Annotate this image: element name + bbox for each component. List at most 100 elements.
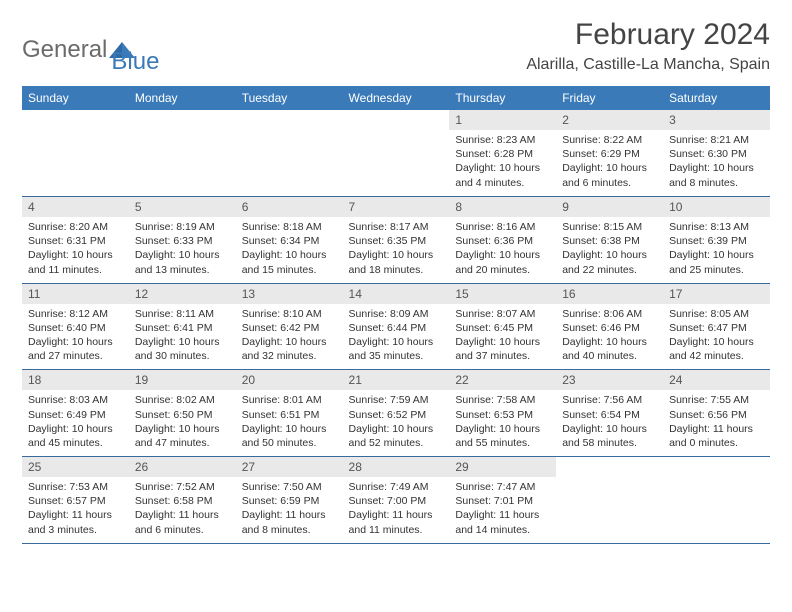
- daylight-line1: Daylight: 10 hours: [135, 335, 230, 349]
- day-cell: 20Sunrise: 8:01 AMSunset: 6:51 PMDayligh…: [236, 370, 343, 457]
- day-cell: [556, 457, 663, 544]
- sunset-line: Sunset: 6:53 PM: [455, 408, 550, 422]
- sunset-line: Sunset: 6:44 PM: [349, 321, 444, 335]
- daylight-line1: Daylight: 10 hours: [455, 161, 550, 175]
- day-cell: 22Sunrise: 7:58 AMSunset: 6:53 PMDayligh…: [449, 370, 556, 457]
- daylight-line1: Daylight: 10 hours: [28, 248, 123, 262]
- day-number: 16: [556, 284, 663, 304]
- daylight-line1: Daylight: 10 hours: [455, 335, 550, 349]
- sunrise-line: Sunrise: 8:17 AM: [349, 220, 444, 234]
- sunset-line: Sunset: 6:58 PM: [135, 494, 230, 508]
- logo: General Blue: [22, 24, 159, 76]
- daylight-line2: and 40 minutes.: [562, 349, 657, 363]
- daylight-line1: Daylight: 11 hours: [349, 508, 444, 522]
- week-row: 25Sunrise: 7:53 AMSunset: 6:57 PMDayligh…: [22, 457, 770, 544]
- daylight-line2: and 14 minutes.: [455, 523, 550, 537]
- day-cell: 28Sunrise: 7:49 AMSunset: 7:00 PMDayligh…: [343, 457, 450, 544]
- day-cell: 5Sunrise: 8:19 AMSunset: 6:33 PMDaylight…: [129, 197, 236, 284]
- day-cell: [663, 457, 770, 544]
- sunset-line: Sunset: 6:28 PM: [455, 147, 550, 161]
- sunrise-line: Sunrise: 8:03 AM: [28, 393, 123, 407]
- daylight-line2: and 11 minutes.: [349, 523, 444, 537]
- daylight-line2: and 58 minutes.: [562, 436, 657, 450]
- sunset-line: Sunset: 6:38 PM: [562, 234, 657, 248]
- day-number: 11: [22, 284, 129, 304]
- day-number: 27: [236, 457, 343, 477]
- sunrise-line: Sunrise: 8:16 AM: [455, 220, 550, 234]
- sunset-line: Sunset: 6:42 PM: [242, 321, 337, 335]
- sunrise-line: Sunrise: 8:22 AM: [562, 133, 657, 147]
- sunrise-line: Sunrise: 7:59 AM: [349, 393, 444, 407]
- sunrise-line: Sunrise: 7:58 AM: [455, 393, 550, 407]
- daylight-line2: and 42 minutes.: [669, 349, 764, 363]
- sunrise-line: Sunrise: 7:49 AM: [349, 480, 444, 494]
- sunrise-line: Sunrise: 8:10 AM: [242, 307, 337, 321]
- sunset-line: Sunset: 7:00 PM: [349, 494, 444, 508]
- sunset-line: Sunset: 6:35 PM: [349, 234, 444, 248]
- dow-wednesday: Wednesday: [343, 86, 450, 110]
- daylight-line2: and 47 minutes.: [135, 436, 230, 450]
- daylight-line1: Daylight: 11 hours: [135, 508, 230, 522]
- daylight-line1: Daylight: 10 hours: [562, 248, 657, 262]
- day-cell: 7 Sunrise: 8:17 AMSunset: 6:35 PMDaylight…: [343, 197, 450, 284]
- week-row: 11Sunrise: 8:12 AMSunset: 6:40 PMDayligh…: [22, 283, 770, 370]
- sunrise-line: Sunrise: 8:05 AM: [669, 307, 764, 321]
- day-number: 17: [663, 284, 770, 304]
- daylight-line1: Daylight: 10 hours: [349, 248, 444, 262]
- dow-friday: Friday: [556, 86, 663, 110]
- daylight-line1: Daylight: 10 hours: [562, 422, 657, 436]
- sunrise-line: Sunrise: 7:56 AM: [562, 393, 657, 407]
- calendar-table: Sunday Monday Tuesday Wednesday Thursday…: [22, 86, 770, 544]
- daylight-line2: and 55 minutes.: [455, 436, 550, 450]
- sunrise-line: Sunrise: 8:11 AM: [135, 307, 230, 321]
- daylight-line1: Daylight: 10 hours: [349, 335, 444, 349]
- daylight-line2: and 3 minutes.: [28, 523, 123, 537]
- week-row: 1Sunrise: 8:23 AMSunset: 6:28 PMDaylight…: [22, 110, 770, 197]
- header: General Blue February 2024 Alarilla, Cas…: [22, 18, 770, 76]
- day-cell: 6Sunrise: 8:18 AMSunset: 6:34 PMDaylight…: [236, 197, 343, 284]
- daylight-line1: Daylight: 10 hours: [242, 248, 337, 262]
- dow-saturday: Saturday: [663, 86, 770, 110]
- day-number: 3: [663, 110, 770, 130]
- day-cell: 27Sunrise: 7:50 AMSunset: 6:59 PMDayligh…: [236, 457, 343, 544]
- sunset-line: Sunset: 6:41 PM: [135, 321, 230, 335]
- page-title: February 2024: [526, 18, 770, 52]
- day-cell: 21Sunrise: 7:59 AMSunset: 6:52 PMDayligh…: [343, 370, 450, 457]
- day-number: 5: [129, 197, 236, 217]
- day-cell: 12Sunrise: 8:11 AMSunset: 6:41 PMDayligh…: [129, 283, 236, 370]
- logo-word-1: General: [22, 36, 107, 64]
- day-cell: 10Sunrise: 8:13 AMSunset: 6:39 PMDayligh…: [663, 197, 770, 284]
- daylight-line2: and 27 minutes.: [28, 349, 123, 363]
- sunrise-line: Sunrise: 8:06 AM: [562, 307, 657, 321]
- day-number: 23: [556, 370, 663, 390]
- daylight-line2: and 6 minutes.: [562, 176, 657, 190]
- day-cell: 29Sunrise: 7:47 AMSunset: 7:01 PMDayligh…: [449, 457, 556, 544]
- day-cell: 14Sunrise: 8:09 AMSunset: 6:44 PMDayligh…: [343, 283, 450, 370]
- day-number: 7: [343, 197, 450, 217]
- day-number: 24: [663, 370, 770, 390]
- day-number: 20: [236, 370, 343, 390]
- daylight-line2: and 8 minutes.: [669, 176, 764, 190]
- daylight-line1: Daylight: 10 hours: [135, 422, 230, 436]
- daylight-line1: Daylight: 10 hours: [669, 161, 764, 175]
- day-cell: 8Sunrise: 8:16 AMSunset: 6:36 PMDaylight…: [449, 197, 556, 284]
- day-cell: 15Sunrise: 8:07 AMSunset: 6:45 PMDayligh…: [449, 283, 556, 370]
- day-cell: [343, 110, 450, 197]
- daylight-line1: Daylight: 10 hours: [455, 248, 550, 262]
- sunset-line: Sunset: 6:34 PM: [242, 234, 337, 248]
- daylight-line2: and 11 minutes.: [28, 263, 123, 277]
- day-cell: 25Sunrise: 7:53 AMSunset: 6:57 PMDayligh…: [22, 457, 129, 544]
- logo-word-2: Blue: [111, 24, 159, 76]
- day-number: 13: [236, 284, 343, 304]
- day-of-week-header: Sunday Monday Tuesday Wednesday Thursday…: [22, 86, 770, 110]
- day-cell: 1Sunrise: 8:23 AMSunset: 6:28 PMDaylight…: [449, 110, 556, 197]
- day-cell: 24Sunrise: 7:55 AMSunset: 6:56 PMDayligh…: [663, 370, 770, 457]
- sunset-line: Sunset: 6:57 PM: [28, 494, 123, 508]
- daylight-line2: and 35 minutes.: [349, 349, 444, 363]
- daylight-line1: Daylight: 10 hours: [28, 422, 123, 436]
- day-cell: [22, 110, 129, 197]
- day-cell: 23Sunrise: 7:56 AMSunset: 6:54 PMDayligh…: [556, 370, 663, 457]
- daylight-line2: and 25 minutes.: [669, 263, 764, 277]
- daylight-line1: Daylight: 11 hours: [455, 508, 550, 522]
- day-cell: [129, 110, 236, 197]
